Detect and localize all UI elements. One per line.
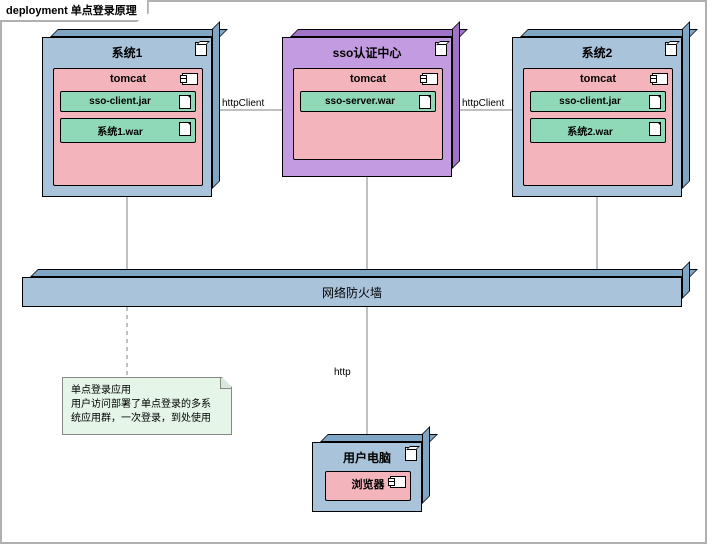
device-icon [405, 447, 417, 461]
artifact-icon [419, 95, 431, 109]
artifact-label: sso-client.jar [559, 96, 621, 107]
node-icon [195, 42, 207, 56]
node-system2: 系统2 tomcat sso-client.jar 系统2.war [512, 37, 682, 197]
artifact-label: sso-client.jar [89, 96, 151, 107]
edge-label-http: http [332, 367, 353, 378]
node-title: sso认证中心 [333, 46, 402, 60]
component-tomcat: tomcat sso-client.jar 系统1.war [53, 68, 203, 186]
node-system1: 系统1 tomcat sso-client.jar 系统1.war [42, 37, 212, 197]
component-icon [182, 73, 198, 85]
artifact-icon [179, 122, 191, 136]
node-client-pc: 用户电脑 浏览器 [312, 442, 422, 512]
artifact: 系统2.war [530, 118, 666, 143]
component-label: tomcat [110, 73, 146, 85]
component-tomcat: tomcat sso-client.jar 系统2.war [523, 68, 673, 186]
note-sso-description: 单点登录应用 用户访问部署了单点登录的多系 统应用群，一次登录，到处使用 [62, 377, 232, 435]
edge-label-httpclient2: httpClient [460, 98, 506, 109]
component-label: 浏览器 [352, 479, 385, 491]
artifact-label: 系统1.war [97, 127, 143, 138]
node-title: 系统1 [112, 46, 143, 60]
artifact-label: sso-server.war [325, 96, 395, 107]
note-line: 统应用群，一次登录，到处使用 [71, 412, 223, 426]
edge-label-httpclient1: httpClient [220, 98, 266, 109]
component-icon [652, 73, 668, 85]
artifact-icon [649, 95, 661, 109]
node-title: 系统2 [582, 46, 613, 60]
firewall-label: 网络防火墙 [322, 286, 382, 300]
node-icon [665, 42, 677, 56]
node-title: 用户电脑 [343, 451, 391, 465]
deployment-diagram: deployment 单点登录原理 系统1 tomcat sso-client.… [0, 0, 707, 544]
artifact: sso-server.war [300, 91, 436, 112]
component-label: tomcat [580, 73, 616, 85]
artifact-icon [649, 122, 661, 136]
component-icon [422, 73, 438, 85]
node-sso-center: sso认证中心 tomcat sso-server.war [282, 37, 452, 177]
node-firewall: 网络防火墙 [22, 277, 682, 307]
component-icon [390, 476, 406, 488]
artifact: sso-client.jar [530, 91, 666, 112]
component-label: tomcat [350, 73, 386, 85]
node-icon [435, 42, 447, 56]
artifact-icon [179, 95, 191, 109]
note-line: 单点登录应用 [71, 384, 223, 398]
frame-title: deployment 单点登录原理 [0, 0, 149, 22]
note-line: 用户访问部署了单点登录的多系 [71, 398, 223, 412]
artifact: 系统1.war [60, 118, 196, 143]
component-tomcat: tomcat sso-server.war [293, 68, 443, 160]
component-browser: 浏览器 [325, 471, 411, 501]
artifact: sso-client.jar [60, 91, 196, 112]
artifact-label: 系统2.war [567, 127, 613, 138]
